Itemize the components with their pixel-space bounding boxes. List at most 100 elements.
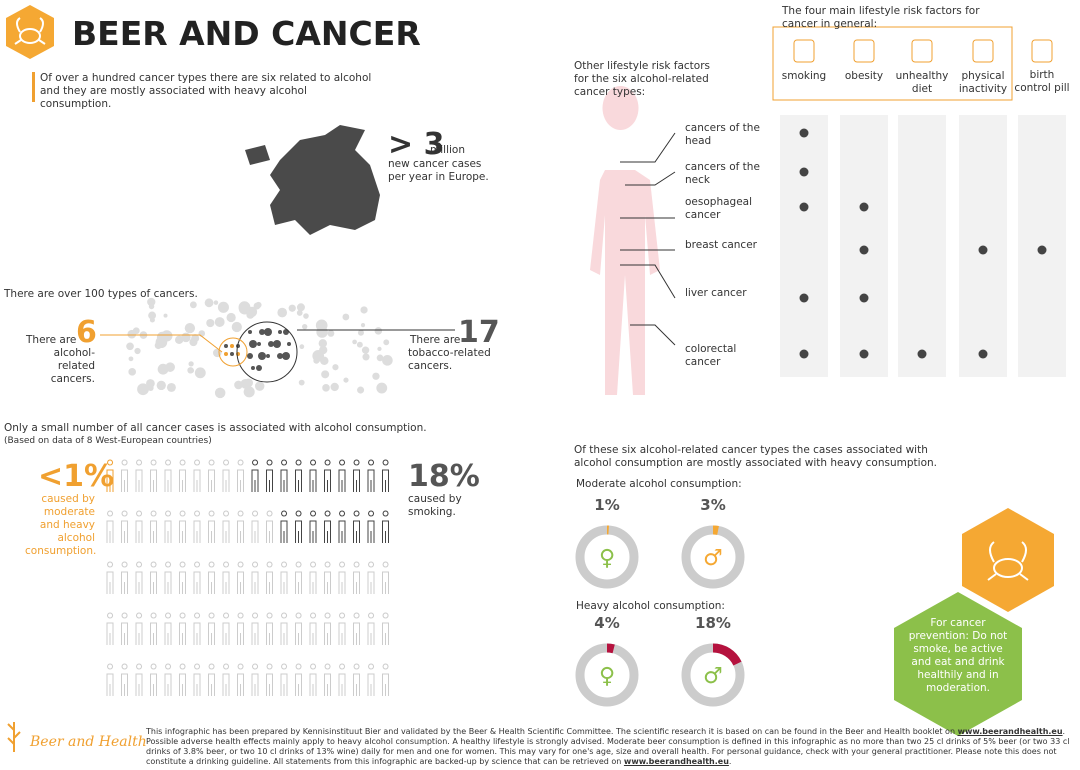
person-icon [135, 561, 143, 594]
person-icon [121, 459, 128, 492]
person-icon [251, 663, 259, 696]
tobacco-circle [236, 321, 298, 383]
dot [376, 354, 384, 362]
alcohol-circle [218, 337, 248, 367]
person-icon [237, 663, 244, 696]
person-icon [353, 510, 360, 543]
gender-symbol: ♂ [703, 546, 723, 571]
factor-icon [793, 39, 815, 63]
tobacco-dot [283, 329, 289, 335]
other-title: Other lifestyle risk factors for the six… [574, 60, 711, 98]
alcohol-share: <1% [38, 459, 115, 494]
person-icon [280, 459, 288, 492]
person-icon [208, 612, 215, 645]
factor-icon [911, 39, 933, 63]
cancer-leaders [620, 132, 676, 346]
donut-arc [575, 643, 639, 707]
donut-label: 18% [695, 614, 731, 632]
dot [161, 330, 173, 342]
dot [126, 342, 134, 351]
factor-label: birth control pill [1014, 69, 1070, 94]
person-icon [208, 561, 215, 594]
dot [187, 367, 194, 374]
dot [188, 361, 194, 367]
person-icon [135, 510, 143, 543]
tobacco-dot [248, 330, 252, 334]
dot [231, 321, 242, 333]
footer-logo: Beer and Health [30, 734, 147, 750]
person-icon [237, 510, 244, 543]
dot [166, 382, 176, 392]
person-icon [179, 561, 186, 594]
dot [377, 346, 382, 352]
cancer-label: cancers of the neck [685, 161, 760, 186]
dot-cloud [126, 297, 393, 399]
risk-dot [859, 245, 869, 255]
footer-link: www.beerandhealth.eu [957, 727, 1063, 736]
person-icon [164, 561, 172, 594]
dot [146, 379, 155, 388]
tobacco-dot [256, 365, 262, 371]
footer-text: This infographic has been prepared by Ke… [146, 727, 958, 736]
factor-icon [1031, 39, 1053, 63]
person-icon [106, 612, 114, 645]
alcohol-dot [230, 352, 234, 356]
person-icon [309, 510, 317, 543]
dot [234, 380, 243, 390]
dot [128, 368, 137, 376]
dot [298, 379, 305, 386]
dot [148, 311, 157, 320]
europe-unit: million [430, 144, 465, 156]
tobacco-dot [268, 341, 274, 347]
dot [288, 304, 296, 312]
tobacco-prefix: There are [410, 334, 461, 346]
gender-symbol: ♀ [599, 546, 615, 571]
person-icon [237, 561, 244, 594]
people-grid [106, 459, 389, 696]
person-icon [367, 561, 375, 594]
dot [277, 307, 288, 318]
person-icon [338, 459, 346, 492]
alcohol-dot [224, 352, 228, 356]
factor-label: physical inactivity [958, 70, 1008, 95]
green-hexagon [894, 592, 1022, 736]
person-icon [150, 459, 157, 492]
tobacco-dot [287, 342, 291, 346]
gender-symbol: ♀ [599, 664, 615, 689]
person-icon [121, 561, 128, 594]
person-icon [193, 561, 201, 594]
person-icon [150, 612, 157, 645]
factor-icon [972, 39, 994, 63]
person-icon [251, 459, 259, 492]
person-icon [280, 561, 288, 594]
person-icon [193, 663, 201, 696]
dot [384, 359, 391, 366]
heavy-title: Heavy alcohol consumption: [576, 600, 725, 612]
person-icon [367, 459, 375, 492]
person-icon [251, 510, 259, 543]
tobacco-dot [257, 342, 261, 346]
dot [303, 313, 309, 319]
person-icon [208, 663, 215, 696]
dot [321, 370, 330, 379]
moderate-title: Moderate alcohol consumption: [576, 478, 742, 490]
dot [184, 322, 196, 334]
person-icon [150, 561, 157, 594]
person-icon [193, 612, 201, 645]
advice: For cancer prevention: Do not smoke, be … [908, 617, 1008, 694]
dot [157, 363, 169, 375]
dot [189, 301, 197, 309]
person-icon [222, 510, 230, 543]
person-icon [164, 510, 172, 543]
person-icon [280, 663, 288, 696]
person-icon [324, 561, 331, 594]
person-icon [179, 612, 186, 645]
dot [206, 318, 215, 328]
person-icon [295, 612, 302, 645]
crab-icon [987, 541, 1029, 581]
number: 3 [423, 127, 445, 162]
dot [327, 330, 335, 337]
factor-label: obesity [844, 70, 884, 82]
dot [362, 353, 370, 361]
person-icon [309, 459, 317, 492]
